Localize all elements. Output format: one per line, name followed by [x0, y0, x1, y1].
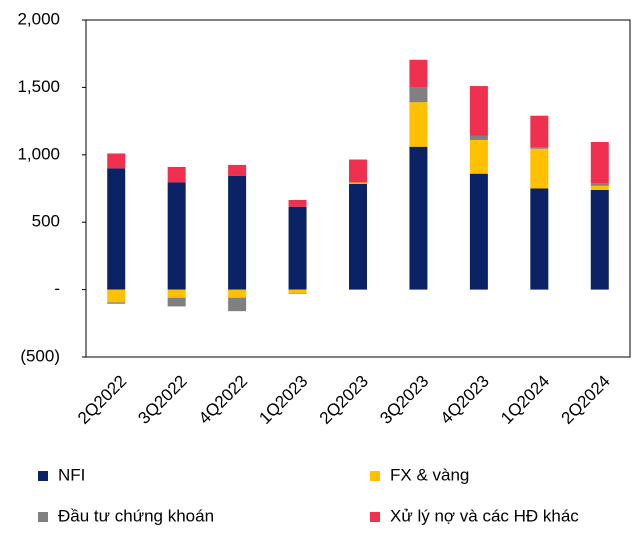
bar-segment: [530, 148, 549, 189]
bar-segment: [228, 175, 247, 290]
bar-segment: [469, 139, 488, 174]
bar-segment: [167, 289, 186, 298]
bar-segment: [228, 289, 247, 298]
bar-segment: [530, 115, 549, 148]
bar-segment: [107, 168, 126, 290]
y-tick-label: (500): [20, 346, 60, 365]
bar-segment: [349, 183, 367, 290]
x-tick-label: 1Q2023: [255, 372, 311, 428]
legend-label: Đầu tư chứng khoán: [58, 506, 214, 525]
bar-segment: [409, 146, 428, 290]
x-tick-label: 1Q2024: [497, 372, 553, 428]
bar-segment: [167, 182, 186, 290]
x-tick-label: 4Q2022: [195, 372, 251, 428]
bar-segment: [107, 289, 126, 303]
bar-segment: [530, 188, 549, 290]
y-tick-label: 1,500: [17, 77, 60, 96]
bar-segment: [590, 183, 609, 186]
bar-segment: [590, 189, 609, 290]
bar-segment: [228, 164, 247, 176]
bar-segment: [288, 289, 307, 293]
y-tick-label: 500: [32, 212, 60, 231]
legend-swatch: [38, 512, 48, 522]
x-tick-label: 3Q2023: [376, 372, 432, 428]
legend-swatch: [370, 512, 380, 522]
y-tick-label: -: [54, 279, 60, 298]
bar-segment: [288, 206, 307, 290]
plot-frame: [85, 19, 631, 358]
bar-segment: [590, 141, 609, 184]
x-tick-label: 2Q2024: [558, 372, 614, 428]
x-tick-label: 2Q2022: [74, 372, 130, 428]
bar-segment: [469, 86, 488, 136]
x-tick-label: 4Q2023: [437, 372, 493, 428]
bar-segment: [167, 297, 186, 307]
y-tick-label: 2,000: [17, 9, 60, 28]
legend-label: Xử lý nợ và các HĐ khác: [390, 506, 579, 525]
bar-segment: [228, 297, 247, 312]
x-tick-label: 3Q2022: [134, 372, 190, 428]
bar-segment: [409, 87, 428, 103]
bar-segment: [469, 173, 488, 290]
legend-label: FX & vàng: [390, 465, 469, 484]
bar-segment: [530, 147, 549, 149]
bar-segment: [107, 153, 126, 169]
bar-segment: [349, 182, 367, 184]
bar-segment: [288, 292, 307, 294]
bar-segment: [409, 59, 428, 88]
bar-segment: [107, 302, 126, 304]
x-tick-label: 2Q2023: [316, 372, 372, 428]
legend-label: NFI: [58, 465, 85, 484]
bar-segment: [469, 135, 488, 140]
legend-swatch: [370, 471, 380, 481]
bar-segment: [590, 185, 609, 190]
bar-segment: [167, 166, 186, 183]
bar-segment: [288, 199, 307, 207]
bar-segment: [349, 159, 367, 183]
bar-segment: [409, 102, 428, 147]
y-tick-label: 1,000: [17, 144, 60, 163]
legend-swatch: [38, 471, 48, 481]
